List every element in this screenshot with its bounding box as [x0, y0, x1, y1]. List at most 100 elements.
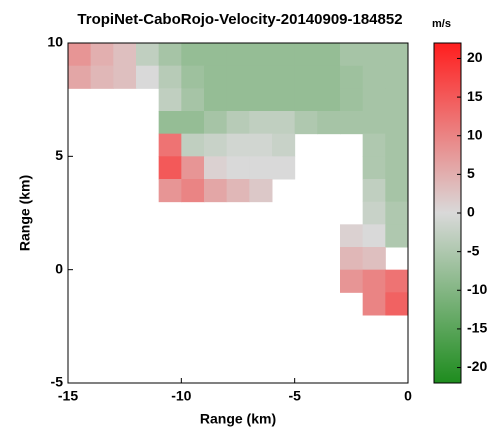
- heatmap-cell: [362, 111, 386, 135]
- heatmap-cell: [272, 65, 296, 89]
- heatmap-cell: [340, 88, 364, 112]
- heatmap-cell: [272, 88, 296, 112]
- heatmap-cell: [385, 224, 409, 248]
- x-tick-label: -15: [58, 388, 78, 404]
- y-tick-label: 0: [55, 260, 63, 276]
- heatmap-cell: [68, 65, 92, 89]
- heatmap-cell: [362, 224, 386, 248]
- heatmap-cell: [68, 43, 92, 67]
- heatmap-cell: [317, 65, 341, 89]
- heatmap-cell: [340, 65, 364, 89]
- heatmap-cell: [340, 247, 364, 271]
- x-tick-label: -10: [171, 388, 191, 404]
- heatmap-cell: [362, 133, 386, 157]
- heatmap-cell: [204, 133, 228, 157]
- colorbar-unit: m/s: [432, 18, 451, 30]
- heatmap-cell: [385, 201, 409, 225]
- x-tick-label: -5: [288, 388, 301, 404]
- heatmap-cell: [181, 179, 205, 203]
- colorbar: [433, 42, 462, 384]
- heatmap-cell: [362, 201, 386, 225]
- heatmap-cell: [226, 65, 250, 89]
- y-axis-label: Range (km): [17, 175, 33, 251]
- colorbar-tick-label: -10: [467, 281, 487, 297]
- heatmap-cell: [181, 65, 205, 89]
- heatmap-cell: [385, 43, 409, 67]
- heatmap-cell: [90, 65, 114, 89]
- heatmap-cell: [317, 88, 341, 112]
- heatmap-cell: [249, 65, 273, 89]
- colorbar-tick-label: -5: [467, 242, 480, 258]
- heatmap-cell: [158, 156, 182, 180]
- heatmap-cell: [181, 133, 205, 157]
- heatmap-cell: [362, 88, 386, 112]
- heatmap-cell: [272, 156, 296, 180]
- heatmap-cell: [340, 43, 364, 67]
- heatmap-cell: [226, 156, 250, 180]
- colorbar-tick-label: 0: [467, 204, 475, 220]
- heatmap-cell: [181, 88, 205, 112]
- heatmap-cell: [249, 88, 273, 112]
- colorbar-tick-label: -15: [467, 320, 487, 336]
- heatmap-cell: [158, 133, 182, 157]
- heatmap-cell: [385, 179, 409, 203]
- x-axis-label: Range (km): [200, 411, 276, 427]
- heatmap-cell: [181, 111, 205, 135]
- heatmap-cell: [158, 65, 182, 89]
- heatmap-cell: [181, 43, 205, 67]
- heatmap-cell: [340, 224, 364, 248]
- heatmap-cell: [136, 43, 160, 67]
- heatmap-cell: [294, 88, 318, 112]
- heatmap-cell: [226, 179, 250, 203]
- heatmap-cell: [294, 65, 318, 89]
- heatmap-cell: [226, 88, 250, 112]
- heatmap-cell: [136, 65, 160, 89]
- heatmap-cell: [249, 133, 273, 157]
- heatmap-cell: [249, 179, 273, 203]
- heatmap-cell: [158, 43, 182, 67]
- colorbar-tick-label: 5: [467, 165, 475, 181]
- heatmap-cell: [362, 156, 386, 180]
- colorbar-tick-label: 15: [467, 88, 483, 104]
- heatmap-cell: [362, 269, 386, 293]
- colorbar-tick-label: -20: [467, 358, 487, 374]
- heatmap-cell: [249, 111, 273, 135]
- chart-title: TropiNet-CaboRojo-Velocity-20140909-1848…: [77, 11, 402, 28]
- heatmap-cell: [362, 179, 386, 203]
- heatmap-cell: [362, 292, 386, 316]
- heatmap-cell: [249, 156, 273, 180]
- heatmap-cell: [317, 111, 341, 135]
- heatmap-cell: [158, 111, 182, 135]
- heatmap-cell: [90, 43, 114, 67]
- heatmap-cell: [226, 111, 250, 135]
- heatmap-cell: [181, 156, 205, 180]
- y-tick-label: 5: [55, 147, 63, 163]
- heatmap-cell: [385, 133, 409, 157]
- heatmap-cell: [294, 111, 318, 135]
- heatmap-cell: [204, 156, 228, 180]
- heatmap-cell: [113, 65, 137, 89]
- heatmap-cell: [385, 156, 409, 180]
- heatmap-cell: [340, 111, 364, 135]
- heatmap-cell: [204, 179, 228, 203]
- heatmap-cell: [340, 269, 364, 293]
- heatmap-cell: [204, 43, 228, 67]
- heatmap-cell: [204, 111, 228, 135]
- x-tick-label: 0: [404, 388, 412, 404]
- heatmap-cell: [362, 43, 386, 67]
- heatmap-cell: [113, 43, 137, 67]
- heatmap-cell: [272, 43, 296, 67]
- heatmap-cell: [204, 65, 228, 89]
- heatmap-cell: [385, 292, 409, 316]
- heatmap-cell: [272, 111, 296, 135]
- heatmap-cell: [158, 88, 182, 112]
- colorbar-tick-label: 10: [467, 126, 483, 142]
- heatmap-cell: [385, 88, 409, 112]
- heatmap-cell: [385, 65, 409, 89]
- heatmap-cell: [385, 111, 409, 135]
- heatmap-cell: [226, 43, 250, 67]
- heatmap-cell: [226, 133, 250, 157]
- colorbar-tick-label: 20: [467, 49, 483, 65]
- heatmap-cell: [362, 65, 386, 89]
